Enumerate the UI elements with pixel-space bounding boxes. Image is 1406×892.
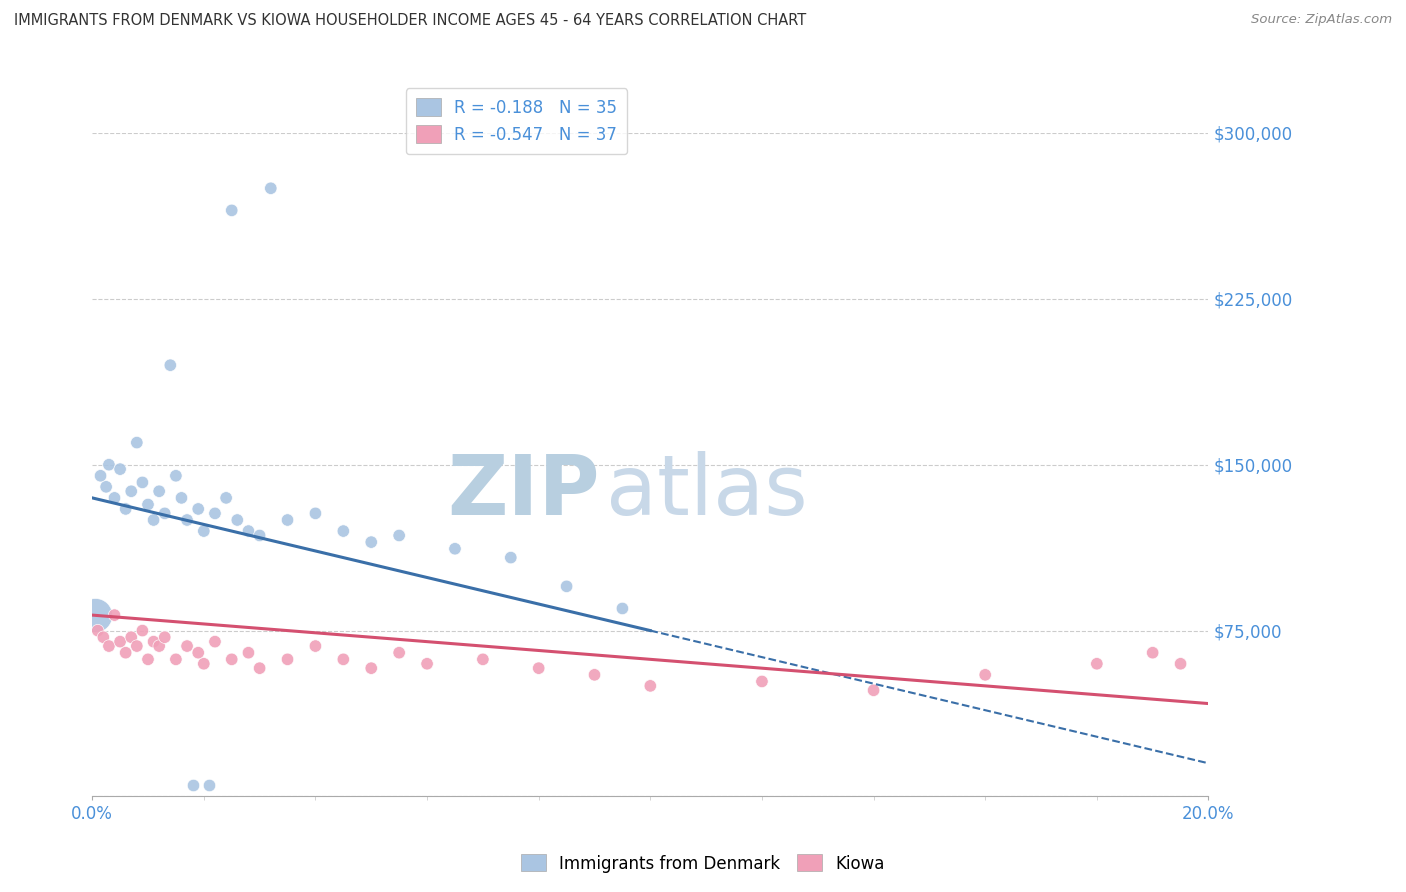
Point bbox=[221, 203, 243, 218]
Point bbox=[181, 778, 204, 792]
Point bbox=[751, 674, 773, 689]
Point bbox=[332, 652, 354, 666]
Point bbox=[360, 535, 382, 549]
Point bbox=[388, 528, 411, 542]
Point bbox=[142, 634, 165, 648]
Point bbox=[499, 550, 522, 565]
Point bbox=[215, 491, 238, 505]
Text: IMMIGRANTS FROM DENMARK VS KIOWA HOUSEHOLDER INCOME AGES 45 - 64 YEARS CORRELATI: IMMIGRANTS FROM DENMARK VS KIOWA HOUSEHO… bbox=[14, 13, 806, 29]
Point bbox=[91, 630, 114, 644]
Point bbox=[97, 639, 120, 653]
Point bbox=[260, 181, 283, 195]
Point bbox=[1142, 646, 1164, 660]
Point bbox=[148, 639, 170, 653]
Point bbox=[176, 639, 198, 653]
Text: ZIP: ZIP bbox=[447, 450, 600, 532]
Point bbox=[238, 524, 260, 538]
Point bbox=[204, 634, 226, 648]
Point bbox=[131, 624, 153, 638]
Point bbox=[187, 646, 209, 660]
Point bbox=[862, 683, 884, 698]
Point bbox=[94, 480, 117, 494]
Point bbox=[304, 639, 326, 653]
Point bbox=[583, 668, 606, 682]
Point bbox=[108, 462, 131, 476]
Point bbox=[176, 513, 198, 527]
Point bbox=[388, 646, 411, 660]
Point bbox=[97, 458, 120, 472]
Point bbox=[471, 652, 494, 666]
Point bbox=[120, 484, 142, 499]
Point bbox=[360, 661, 382, 675]
Point bbox=[90, 468, 112, 483]
Point bbox=[974, 668, 997, 682]
Point bbox=[1170, 657, 1192, 671]
Point bbox=[187, 502, 209, 516]
Point bbox=[84, 608, 107, 623]
Point bbox=[1085, 657, 1108, 671]
Point bbox=[444, 541, 467, 556]
Point bbox=[226, 513, 249, 527]
Point bbox=[136, 652, 159, 666]
Point bbox=[527, 661, 550, 675]
Point bbox=[159, 358, 181, 372]
Point bbox=[193, 524, 215, 538]
Legend: R = -0.188   N = 35, R = -0.547   N = 37: R = -0.188 N = 35, R = -0.547 N = 37 bbox=[406, 88, 627, 154]
Point bbox=[114, 502, 136, 516]
Point bbox=[304, 507, 326, 521]
Point bbox=[120, 630, 142, 644]
Point bbox=[153, 507, 176, 521]
Point bbox=[332, 524, 354, 538]
Legend: Immigrants from Denmark, Kiowa: Immigrants from Denmark, Kiowa bbox=[515, 847, 891, 880]
Point bbox=[125, 435, 148, 450]
Point bbox=[277, 652, 299, 666]
Text: Source: ZipAtlas.com: Source: ZipAtlas.com bbox=[1251, 13, 1392, 27]
Point bbox=[277, 513, 299, 527]
Point bbox=[114, 646, 136, 660]
Point bbox=[142, 513, 165, 527]
Point bbox=[238, 646, 260, 660]
Point bbox=[103, 491, 125, 505]
Point bbox=[640, 679, 662, 693]
Point bbox=[198, 778, 221, 792]
Point bbox=[249, 528, 271, 542]
Point bbox=[87, 624, 110, 638]
Point bbox=[249, 661, 271, 675]
Point bbox=[170, 491, 193, 505]
Point bbox=[555, 579, 578, 593]
Point bbox=[165, 652, 187, 666]
Point bbox=[131, 475, 153, 490]
Point bbox=[165, 468, 187, 483]
Point bbox=[108, 634, 131, 648]
Point bbox=[416, 657, 439, 671]
Text: atlas: atlas bbox=[606, 450, 807, 532]
Point bbox=[612, 601, 634, 615]
Point bbox=[103, 608, 125, 623]
Point bbox=[221, 652, 243, 666]
Point bbox=[153, 630, 176, 644]
Point bbox=[125, 639, 148, 653]
Point bbox=[204, 507, 226, 521]
Point bbox=[193, 657, 215, 671]
Point bbox=[136, 498, 159, 512]
Point bbox=[148, 484, 170, 499]
